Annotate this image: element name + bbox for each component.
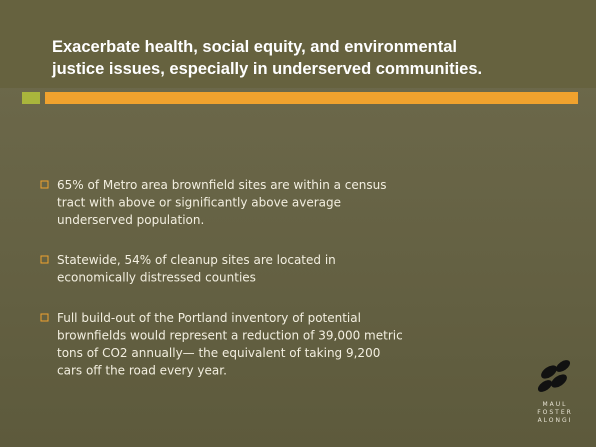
bullet-line: economically distressed counties	[57, 271, 256, 285]
logo-shape	[551, 374, 567, 388]
bullet-line: Full build-out of the Portland inventory…	[57, 311, 361, 325]
logo-line: MAUL	[542, 401, 567, 408]
bullet-marker	[40, 180, 49, 189]
title-line: justice issues, especially in underserve…	[51, 60, 482, 78]
title-line: Exacerbate health, social equity, and en…	[52, 38, 457, 56]
logo-line: ALONGI	[538, 417, 573, 424]
bullet-line: underserved population.	[57, 213, 204, 227]
logo	[537, 360, 571, 392]
bullet-list: 65% of Metro area brownfield sites are w…	[40, 178, 403, 378]
bullet-line: brownfields would represent a reduction …	[57, 329, 403, 343]
bullet-line: tons of CO2 annually— the equivalent of …	[57, 346, 380, 360]
bullet-marker	[40, 313, 49, 322]
bullet-marker	[40, 255, 49, 264]
bullet-line: 65% of Metro area brownfield sites are w…	[57, 178, 387, 192]
title: Exacerbate health, social equity, and en…	[51, 38, 482, 78]
bullet-line: Statewide, 54% of cleanup sites are loca…	[57, 253, 336, 267]
logo-shape	[537, 380, 553, 392]
bullet-line: cars off the road every year.	[57, 364, 227, 378]
logo-line: FOSTER	[537, 409, 573, 416]
logo-shape	[555, 360, 571, 372]
logo-shape	[541, 365, 557, 379]
title-area	[0, 0, 596, 88]
accent-square	[22, 92, 40, 104]
accent-bar	[45, 92, 578, 104]
bullet-line: tract with above or significantly above …	[57, 196, 341, 210]
